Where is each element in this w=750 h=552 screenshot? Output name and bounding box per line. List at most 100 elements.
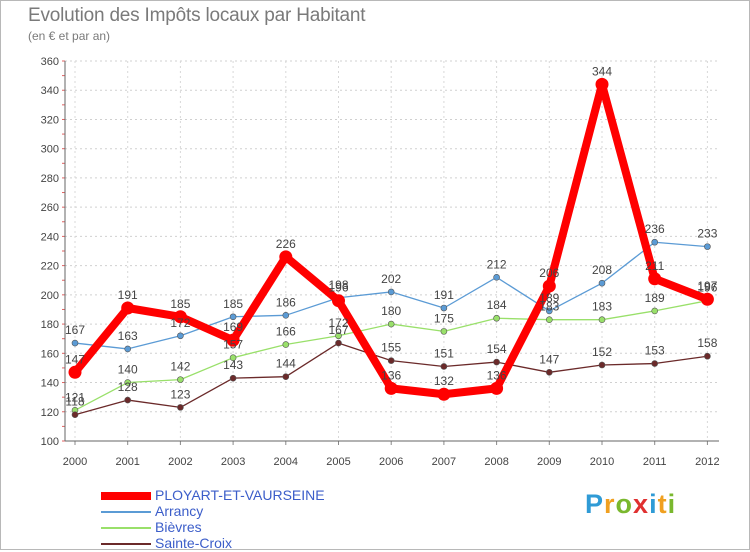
data-point-bi-vres <box>282 341 290 348</box>
data-label-sainte-croix: 143 <box>223 358 243 372</box>
y-tick-label: 100 <box>41 436 59 448</box>
data-label-sainte-croix: 167 <box>328 323 348 337</box>
data-label-bi-vres: 140 <box>118 363 138 377</box>
data-point-arrancy <box>440 304 448 312</box>
data-label-arrancy: 236 <box>645 222 665 236</box>
data-point-ployart-et-vaurseine <box>700 292 714 306</box>
data-point-ployart-et-vaurseine <box>279 250 293 264</box>
data-point-ployart-et-vaurseine <box>173 310 187 324</box>
y-tick-label: 120 <box>41 407 59 419</box>
data-point-sainte-croix <box>651 360 659 367</box>
data-point-ployart-et-vaurseine <box>332 294 345 308</box>
y-tick-label: 220 <box>41 261 59 273</box>
data-label-ployart-et-vaurseine: 226 <box>276 237 296 251</box>
data-label-ployart-et-vaurseine: 169 <box>223 320 243 334</box>
data-label-arrancy: 186 <box>276 295 296 309</box>
x-tick-label: 2005 <box>326 456 350 468</box>
legend-swatch <box>101 527 151 529</box>
x-tick-label: 2000 <box>63 456 87 468</box>
x-tick-label: 2007 <box>432 456 456 468</box>
proxiti-logo: Proxiti <box>585 489 676 520</box>
data-label-sainte-croix: 154 <box>487 342 507 356</box>
data-label-bi-vres: 183 <box>592 300 612 314</box>
data-label-sainte-croix: 147 <box>539 352 559 366</box>
logo-letter: x <box>633 489 650 519</box>
data-label-bi-vres: 172 <box>328 316 348 330</box>
data-point-sainte-croix <box>545 369 553 376</box>
data-point-sainte-croix <box>229 374 237 382</box>
data-point-bi-vres <box>229 354 237 361</box>
data-point-sainte-croix <box>704 352 711 360</box>
data-label-bi-vres: 142 <box>170 360 190 374</box>
y-tick-label: 240 <box>41 231 59 243</box>
data-label-ployart-et-vaurseine: 191 <box>118 288 138 302</box>
x-tick-label: 2009 <box>537 456 561 468</box>
data-point-ployart-et-vaurseine <box>490 381 504 395</box>
y-tick-label: 180 <box>41 319 59 331</box>
data-point-bi-vres <box>493 314 500 322</box>
data-label-ployart-et-vaurseine: 147 <box>65 352 85 366</box>
data-label-bi-vres: 183 <box>539 300 559 314</box>
data-label-sainte-croix: 152 <box>592 345 612 359</box>
logo-letter: i <box>667 489 677 519</box>
data-label-ployart-et-vaurseine: 136 <box>381 368 401 382</box>
data-point-arrancy <box>282 312 290 319</box>
logo-letter: i <box>649 489 658 519</box>
legend-label: Sainte-Croix <box>155 535 233 551</box>
y-tick-label: 320 <box>41 114 59 126</box>
data-label-sainte-croix: 155 <box>381 341 401 355</box>
data-label-arrancy: 198 <box>328 278 348 292</box>
data-label-bi-vres: 121 <box>65 390 85 404</box>
data-label-arrancy: 172 <box>170 316 190 330</box>
data-label-arrancy: 185 <box>223 297 243 311</box>
data-label-bi-vres: 166 <box>276 325 296 339</box>
data-point-bi-vres <box>440 328 448 335</box>
data-point-bi-vres <box>651 307 659 315</box>
data-point-sainte-croix <box>282 373 290 380</box>
data-point-ployart-et-vaurseine <box>384 381 398 395</box>
x-tick-label: 2012 <box>695 456 719 468</box>
data-label-sainte-croix: 123 <box>170 387 190 401</box>
data-label-ployart-et-vaurseine: 196 <box>328 281 348 295</box>
data-label-ployart-et-vaurseine: 211 <box>645 259 664 273</box>
data-label-arrancy: 208 <box>592 263 612 277</box>
data-label-arrancy: 167 <box>65 323 85 337</box>
data-label-sainte-croix: 144 <box>276 357 296 371</box>
x-tick-label: 2008 <box>484 456 508 468</box>
data-label-ployart-et-vaurseine: 185 <box>170 297 190 311</box>
data-point-ployart-et-vaurseine <box>121 301 135 315</box>
x-tick-label: 2006 <box>379 456 403 468</box>
chart-title: Evolution des Impôts locaux par Habitant <box>28 5 366 26</box>
data-label-arrancy: 163 <box>118 329 138 343</box>
data-point-bi-vres <box>387 320 395 328</box>
data-point-sainte-croix <box>387 357 395 364</box>
data-point-sainte-croix <box>177 404 184 411</box>
legend-label: Bièvres <box>155 519 202 535</box>
data-point-ployart-et-vaurseine <box>595 77 609 91</box>
data-label-ployart-et-vaurseine: 197 <box>697 279 717 293</box>
logo-letter: r <box>604 489 616 519</box>
y-tick-label: 140 <box>41 378 59 390</box>
data-point-bi-vres <box>124 379 131 386</box>
data-label-sainte-croix: 158 <box>697 336 717 350</box>
data-point-arrancy <box>545 307 553 315</box>
y-tick-label: 300 <box>41 144 59 156</box>
data-label-bi-vres: 157 <box>223 338 243 352</box>
data-label-bi-vres: 175 <box>434 311 454 325</box>
y-tick-label: 340 <box>41 85 59 97</box>
data-point-arrancy <box>704 243 711 250</box>
legend-label: Arrancy <box>155 503 204 519</box>
data-label-arrancy: 191 <box>434 288 454 302</box>
data-point-sainte-croix <box>493 358 500 366</box>
x-tick-label: 2010 <box>590 456 614 468</box>
data-point-bi-vres <box>335 332 342 340</box>
data-point-arrancy <box>598 279 606 287</box>
x-tick-label: 2002 <box>168 456 192 468</box>
data-point-arrancy <box>387 288 395 296</box>
y-tick-label: 360 <box>41 56 59 68</box>
data-label-bi-vres: 184 <box>487 298 507 312</box>
y-tick-label: 280 <box>41 173 59 185</box>
data-point-ployart-et-vaurseine <box>437 387 451 401</box>
